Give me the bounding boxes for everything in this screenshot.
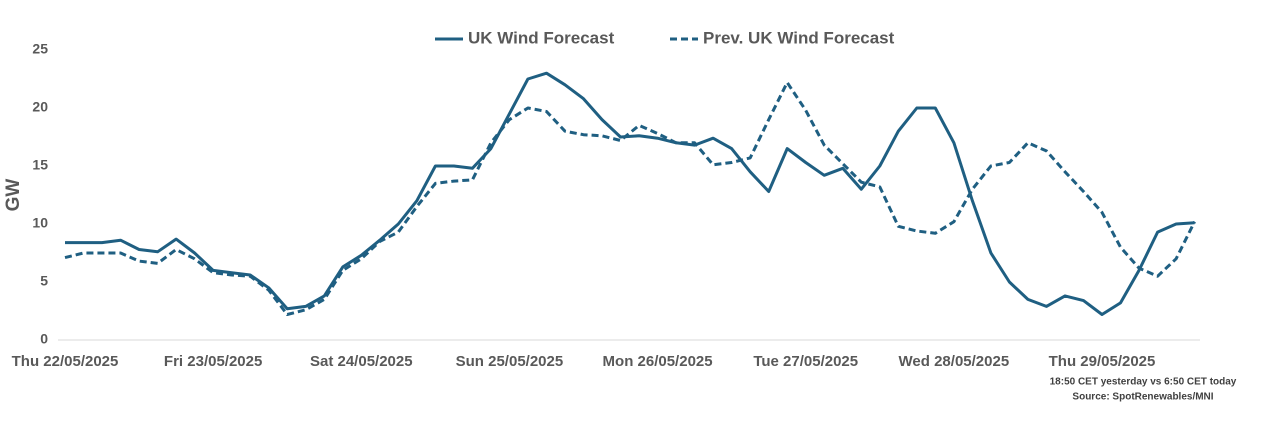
y-tick-label: 15: [32, 157, 48, 173]
y-tick-label: 0: [40, 331, 48, 347]
x-tick-label: Fri 23/05/2025: [164, 353, 262, 370]
x-tick-label: Sun 25/05/2025: [456, 353, 564, 370]
y-tick-label: 20: [32, 99, 48, 115]
x-tick-label: Sat 24/05/2025: [310, 353, 413, 370]
legend-label: UK Wind Forecast: [468, 28, 615, 47]
y-tick-label: 5: [40, 273, 48, 289]
y-axis-label: GW: [3, 179, 24, 212]
footnote: Source: SpotRenewables/MNI: [1072, 392, 1213, 403]
y-tick-label: 25: [32, 41, 48, 57]
footnote: 18:50 CET yesterday vs 6:50 CET today: [1050, 377, 1237, 388]
series-line: [64, 81, 1196, 316]
y-tick-label: 10: [32, 215, 48, 231]
x-tick-label: Mon 26/05/2025: [603, 353, 713, 370]
x-tick-label: Thu 22/05/2025: [12, 353, 119, 370]
legend-label: Prev. UK Wind Forecast: [703, 28, 895, 47]
x-tick-label: Thu 29/05/2025: [1049, 353, 1156, 370]
x-tick-label: Wed 28/05/2025: [899, 353, 1010, 370]
x-tick-label: Tue 27/05/2025: [753, 353, 858, 370]
series-line: [65, 71, 1195, 316]
